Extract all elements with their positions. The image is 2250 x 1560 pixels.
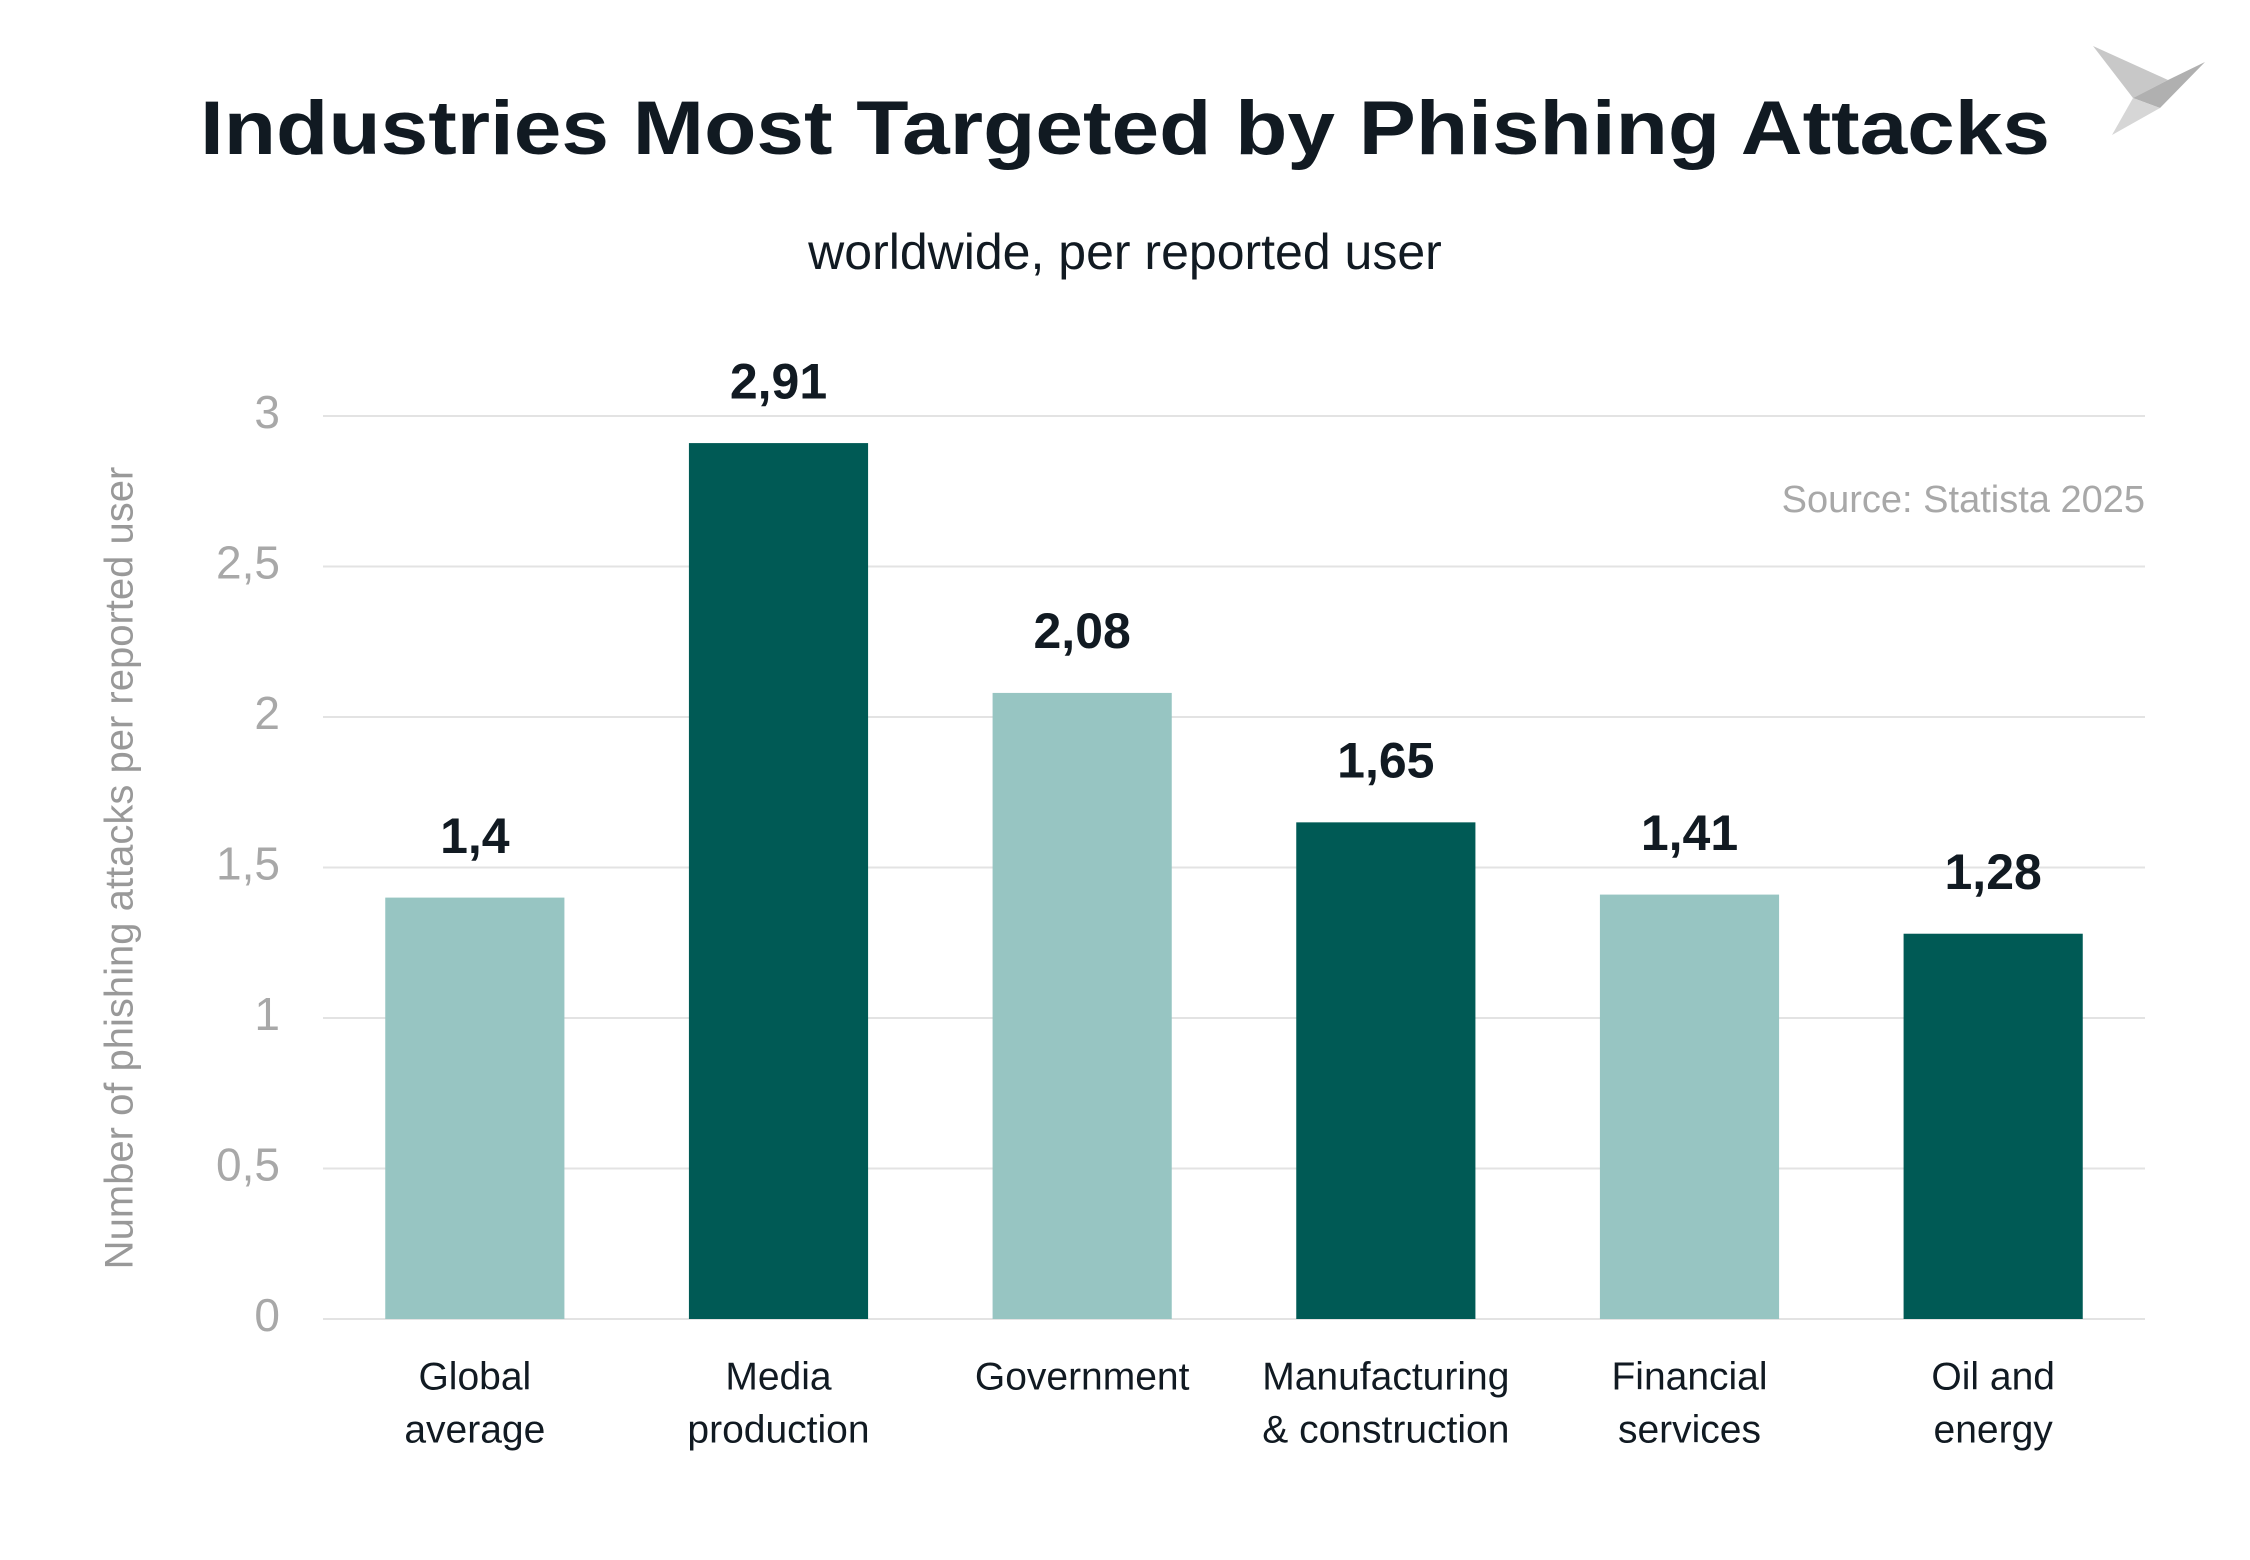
y-tick-label: 2 — [254, 687, 280, 739]
x-tick-label: Government — [975, 1355, 1190, 1398]
value-label: 1,28 — [1945, 844, 2042, 900]
bar — [385, 897, 565, 1319]
value-label: 2,91 — [730, 353, 827, 409]
y-tick-label: 3 — [254, 386, 280, 438]
chart-subtitle: worldwide, per reported user — [807, 224, 1442, 280]
source-note: Source: Statista 2025 — [1782, 479, 2145, 521]
bar — [1903, 933, 2083, 1319]
x-tick-label: Manufacturing — [1262, 1355, 1509, 1398]
x-tick-label: production — [687, 1408, 869, 1451]
bar — [992, 692, 1172, 1319]
x-tick-label: Global — [418, 1355, 531, 1398]
y-tick-label: 1,5 — [216, 838, 280, 890]
chart-title: Industries Most Targeted by Phishing Att… — [200, 86, 2050, 171]
bar — [1599, 894, 1780, 1319]
x-tick-label: Media — [725, 1355, 832, 1398]
bar — [688, 443, 869, 1320]
value-label: 1,65 — [1337, 733, 1434, 789]
y-tick-label: 0 — [254, 1289, 280, 1341]
y-tick-label: 1 — [254, 988, 280, 1040]
x-tick-label: energy — [1934, 1408, 2054, 1451]
x-tick-label: Oil and — [1931, 1355, 2055, 1398]
y-tick-label: 0,5 — [216, 1139, 280, 1191]
x-tick-label: Financial — [1611, 1355, 1767, 1398]
y-axis-label: Number of phishing attacks per reported … — [98, 467, 142, 1270]
value-label: 2,08 — [1034, 603, 1131, 659]
value-label: 1,4 — [440, 808, 510, 864]
logo — [2093, 46, 2205, 135]
x-tick-label: & construction — [1262, 1408, 1509, 1451]
x-tick-label: average — [404, 1408, 545, 1451]
x-tick-label: services — [1618, 1408, 1761, 1451]
y-tick-label: 2,5 — [216, 537, 280, 589]
value-label: 1,41 — [1641, 805, 1738, 861]
bar — [1296, 822, 1476, 1319]
